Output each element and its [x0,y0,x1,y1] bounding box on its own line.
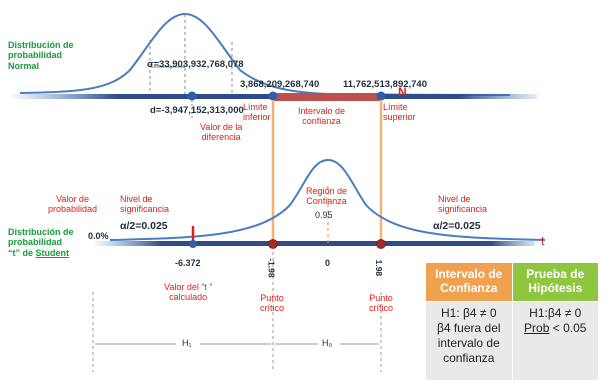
header-intervalo-line2: Confianza [440,281,498,296]
normal-title-line1: Distribución de [8,40,74,50]
d-point [187,91,197,101]
limite-inferior-line2: inferior [243,112,271,123]
intervalo-line1: Intervalo de [298,106,346,116]
neg-crit-point [268,239,278,249]
valor-diferencia-line2: diferencia [201,132,241,143]
student-title-line2: probabilidad [8,237,62,248]
valor-probabilidad-label: Valor de probabilidad [48,194,97,215]
header-intervalo: Intervalo de Confianza [425,261,513,303]
h0-label: H₀ [322,338,333,348]
summary-table-row: H1: β4 ≠ 0 β4 fuera del intervalo de con… [425,301,599,381]
lower-value-label: 3,868,209,268,740 [240,79,320,90]
alpha-right-label: α/2=0.025 [433,220,481,232]
limite-superior-label: Límite superior [383,102,416,123]
cell-prueba-line1: H1:β4 ≠ 0 [529,306,582,321]
intervalo-line2: confianza [302,116,341,127]
punto-critico-right-label: Punto crítico [369,293,393,314]
punto-right-line2: crítico [369,303,394,314]
nivel-significancia-right-label: Nivel de significancia [438,194,487,215]
limite-inferior-line1: Límite [243,102,268,112]
zero-value: 0 [325,258,331,268]
t-axis-label: t [541,234,545,248]
region-line2: Confianza [306,196,347,207]
upper-point [376,91,386,101]
t-calc-point [189,240,197,248]
limite-superior-line2: superior [383,112,416,123]
cell-intervalo-line3: intervalo de [437,336,500,351]
nivel-right-line1: Nivel de [438,194,471,204]
t-curve [109,158,546,241]
h1-label: H₁ [182,338,192,348]
cell-intervalo: H1: β4 ≠ 0 β4 fuera del intervalo de con… [425,301,513,381]
valor-prob-line2: probabilidad [48,204,98,215]
t-calc-value: -6.372 [175,258,201,268]
normal-title: Distribución de probabilidad Normal [8,40,74,71]
cell-intervalo-line2: β4 fuera del [436,321,501,336]
header-prueba-line1: Prueba de [526,267,585,282]
nivel-significancia-left-label: Nivel de significancia [120,194,169,215]
alpha-left-label: α/2=0.025 [120,220,168,232]
upper-value-label: 11,762,513,892,740 [343,79,428,90]
cell-prueba-rest: < 0.05 [549,321,587,336]
punto-left-line1: Punto [260,293,284,303]
header-prueba: Prueba de Hipótesis [511,261,599,303]
normal-title-line3: Normal [8,60,40,71]
punto-right-line1: Punto [369,293,393,303]
pos-crit-point [376,239,386,249]
normal-axis-label: N [398,85,407,99]
cell-prueba-line2: Prob < 0.05 [516,321,596,336]
limite-inferior-label: Límite inferior [243,102,271,123]
punto-critico-left-label: Punto crítico [260,293,284,314]
header-intervalo-line1: Intervalo de [435,267,503,282]
valor-t-calculado-label: Valor del “t ” calculado [164,282,212,303]
region-line1: Región de [306,186,348,196]
cell-prueba-prob: Prob [524,321,550,336]
valor-diferencia-label: Valor de la diferencia [200,122,242,143]
lower-point [268,91,278,101]
student-title: Distribución de probabilidad “t” de Stud… [8,227,74,258]
cell-intervalo-line1: H1: β4 ≠ 0 [440,306,497,321]
cell-prueba: H1:β4 ≠ 0 Prob < 0.05 [511,301,599,381]
normal-title-line2: probabilidad [8,50,62,61]
cell-intervalo-line4: confianza [443,351,495,366]
summary-table: Intervalo de Confianza Prueba de Hipótes… [425,261,599,381]
student-title-line1: Distribución de [8,227,74,237]
pos-crit-value: 1.98 [374,259,385,277]
nivel-left-line1: Nivel de [120,194,153,204]
sigma-label: σ=33,903,932,768,078 [147,59,244,70]
valor-t-line2: calculado [169,292,208,303]
student-title-line3: “t” de Student [8,248,74,258]
prob-value-label: 0.0% [88,231,109,241]
summary-table-header: Intervalo de Confianza Prueba de Hipótes… [425,261,599,303]
region-value-label: 0.95 [315,210,333,220]
interval-bar [273,93,381,101]
region-confianza-label: Región de Confianza [306,186,347,207]
valor-t-line1: Valor del “t ” [164,282,213,292]
limite-superior-line1: Límite [383,102,408,112]
valor-diferencia-line1: Valor de la [200,122,243,132]
student-title-prefix: “t” de [8,247,36,258]
t-axis [95,241,535,246]
nivel-left-line2: significancia [120,204,170,215]
neg-crit-value: -1.98 [266,258,277,278]
nivel-right-line2: significancia [438,204,488,215]
header-prueba-line2: Hipótesis [528,281,583,296]
punto-left-line2: crítico [260,303,285,314]
valor-prob-line1: Valor de [56,194,89,204]
student-title-word: Student [35,247,70,258]
d-value-label: d=-3,947,152,313,000 [150,105,244,116]
intervalo-confianza-label: Intervalo de confianza [298,106,345,127]
